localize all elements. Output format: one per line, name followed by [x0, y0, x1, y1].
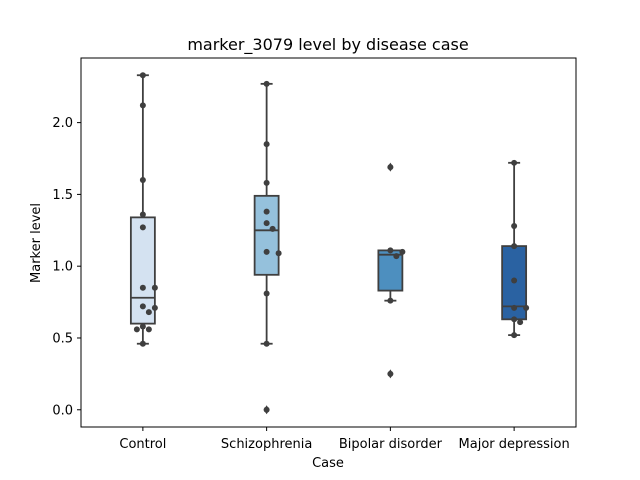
data-point: [139, 102, 146, 109]
chart-title: marker_3079 level by disease case: [187, 35, 468, 55]
data-point: [387, 297, 394, 304]
data-point: [511, 332, 518, 339]
x-tick-label: Schizophrenia: [221, 437, 312, 452]
data-point: [511, 222, 518, 229]
data-point: [139, 177, 146, 184]
data-point: [145, 326, 152, 333]
data-point: [387, 247, 394, 254]
x-tick-label: Control: [119, 437, 166, 452]
data-point: [511, 159, 518, 166]
y-tick-label: 0.0: [52, 403, 73, 418]
data-point: [139, 72, 146, 79]
plot-frame: [80, 57, 577, 428]
data-point: [393, 253, 400, 260]
data-point: [139, 224, 146, 231]
x-tick-label: Major depression: [459, 437, 570, 452]
data-point: [263, 248, 270, 255]
data-point: [151, 284, 158, 291]
data-point: [269, 225, 276, 232]
data-point: [263, 406, 270, 413]
data-point: [263, 179, 270, 186]
y-tick-label: 1.5: [52, 188, 73, 203]
data-point: [387, 164, 394, 171]
y-tick-label: 1.0: [52, 260, 73, 275]
data-point: [263, 340, 270, 347]
y-tick-label: 0.5: [52, 331, 73, 346]
data-point: [511, 277, 518, 284]
box: [253, 194, 280, 276]
x-tick-label: Bipolar disorder: [339, 437, 443, 452]
data-point: [139, 303, 146, 310]
data-point: [263, 220, 270, 227]
data-point: [263, 141, 270, 148]
data-point: [139, 211, 146, 218]
data-point: [263, 290, 270, 297]
y-axis-label: Marker level: [29, 203, 44, 283]
data-point: [145, 309, 152, 316]
data-point: [399, 248, 406, 255]
data-point: [139, 340, 146, 347]
plot-area: 0.0 0.5 1.0 1.5 2.0 Control Schizophrenia Bipol…: [52, 57, 577, 452]
data-point: [151, 304, 158, 311]
data-point: [275, 250, 282, 257]
data-point: [517, 319, 524, 326]
data-point: [387, 370, 394, 377]
data-point: [511, 243, 518, 250]
data-point: [523, 304, 530, 311]
data-point: [511, 316, 518, 323]
data-point: [139, 323, 146, 330]
data-point: [139, 284, 146, 291]
data-point: [511, 304, 518, 311]
data-point: [263, 208, 270, 215]
data-point: [133, 326, 140, 333]
y-tick-label: 2.0: [52, 116, 73, 131]
data-point: [263, 80, 270, 87]
x-axis-label: Case: [312, 456, 344, 471]
